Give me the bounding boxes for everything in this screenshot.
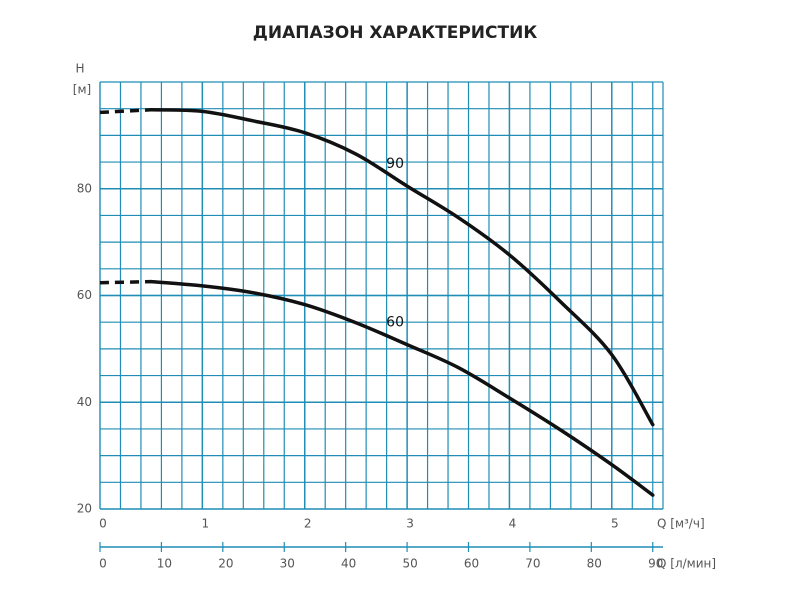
x2-tick-label: 10 [157, 557, 172, 571]
x-axis-label: Q [м³/ч] [657, 517, 705, 531]
y-axis-unit: [м] [73, 83, 91, 97]
x-tick-label: 3 [406, 517, 414, 531]
x2-tick-label: 30 [280, 557, 295, 571]
x-tick-label: 4 [509, 517, 517, 531]
curve [149, 279, 655, 497]
x2-tick-label: 50 [402, 557, 417, 571]
x2-tick-label: 70 [525, 557, 540, 571]
y-tick-label: 40 [77, 395, 92, 409]
curve-label: 90 [386, 156, 404, 172]
x-tick-label: 1 [202, 517, 210, 531]
y-tick-label: 80 [77, 181, 92, 195]
x2-tick-label: 60 [464, 557, 479, 571]
y-tick-label: 60 [77, 288, 92, 302]
x2-tick-label: 80 [587, 557, 602, 571]
x-tick-label: 0 [99, 517, 107, 531]
x-tick-label: 2 [304, 517, 312, 531]
chart-title: ДИАПАЗОН ХАРАКТЕРИСТИК [253, 23, 538, 43]
x2-tick-label: 0 [99, 557, 107, 571]
y-tick-label: 20 [77, 502, 92, 516]
curve-label: 60 [386, 315, 404, 331]
curve-dashed [99, 108, 152, 115]
x-tick-label: 5 [611, 517, 619, 531]
y-axis-label: H [75, 62, 84, 76]
curve [149, 108, 655, 427]
x2-axis-label: Q [л/мин] [657, 557, 716, 571]
curve-dashed [99, 279, 152, 285]
x2-tick-label: 90 [648, 557, 663, 571]
x2-tick-label: 20 [218, 557, 233, 571]
x2-tick-label: 40 [341, 557, 356, 571]
